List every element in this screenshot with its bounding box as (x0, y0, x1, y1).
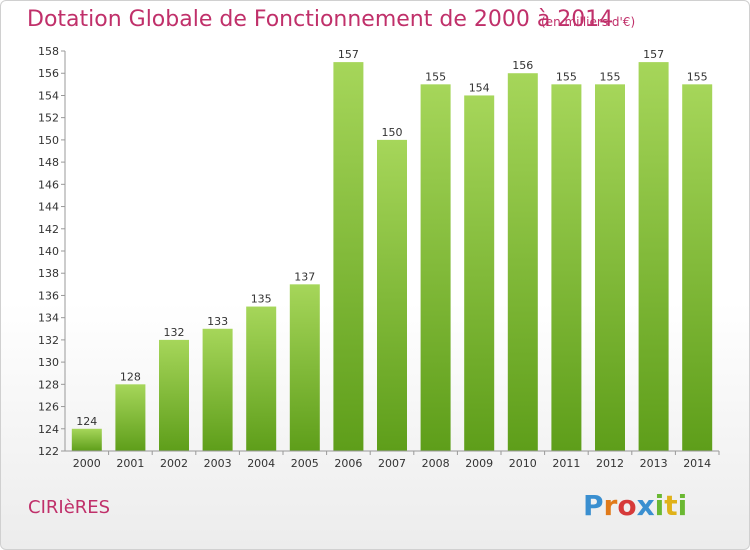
y-tick-label: 130 (38, 356, 59, 369)
data-label-2005: 137 (294, 270, 315, 283)
data-label-2012: 155 (600, 70, 621, 83)
data-label-2004: 135 (251, 293, 272, 306)
y-tick-label: 122 (38, 445, 59, 458)
y-tick-label: 124 (38, 423, 59, 436)
data-label-2000: 124 (76, 415, 97, 428)
x-tick-label-2003: 2003 (204, 457, 232, 470)
y-tick-label: 148 (38, 156, 59, 169)
y-tick-label: 132 (38, 334, 59, 347)
x-tick-label-2000: 2000 (73, 457, 101, 470)
y-tick-label: 156 (38, 67, 59, 80)
data-label-2008: 155 (425, 70, 446, 83)
bar-2014 (682, 84, 713, 451)
bar-2012 (595, 84, 625, 451)
logo-letter: P (583, 489, 604, 522)
logo-letter: x (636, 489, 655, 522)
y-tick-label: 144 (38, 201, 59, 214)
bar-2013 (638, 62, 669, 451)
logo-letter: o (617, 489, 637, 522)
x-tick-label-2007: 2007 (378, 457, 406, 470)
y-tick-label: 150 (38, 134, 59, 147)
bar-2002 (159, 339, 189, 451)
logo-letter: i (654, 489, 665, 522)
x-tick-label-2011: 2011 (552, 457, 580, 470)
y-tick-label: 134 (38, 312, 59, 325)
bar-2008 (420, 84, 451, 451)
chart-unit-label: (en milliers d'€) (541, 15, 636, 29)
bar-2010 (507, 73, 538, 451)
data-label-2002: 132 (164, 326, 185, 339)
x-tick-label-2013: 2013 (640, 457, 668, 470)
x-tick-label-2002: 2002 (160, 457, 188, 470)
y-tick-label: 138 (38, 267, 59, 280)
data-label-2014: 155 (687, 70, 708, 83)
bar-2004 (246, 306, 277, 451)
proxiti-logo: Proxiti (583, 489, 687, 522)
data-label-2003: 133 (207, 315, 228, 328)
bar-2006 (333, 62, 364, 451)
bar-2000 (71, 428, 102, 451)
x-tick-label-2006: 2006 (334, 457, 362, 470)
data-label-2009: 154 (469, 81, 490, 94)
y-tick-label: 152 (38, 112, 59, 125)
logo-letter: r (603, 489, 618, 522)
logo-letter: i (677, 489, 688, 522)
chart-title: Dotation Globale de Fonctionnement de 20… (27, 7, 614, 32)
x-tick-label-2004: 2004 (247, 457, 275, 470)
bar-2011 (551, 84, 582, 451)
data-label-2011: 155 (556, 70, 577, 83)
data-label-2001: 128 (120, 370, 141, 383)
y-tick-label: 146 (38, 178, 59, 191)
y-tick-label: 158 (38, 45, 59, 58)
x-tick-label-2012: 2012 (596, 457, 624, 470)
bar-2003 (202, 328, 233, 451)
y-tick-label: 140 (38, 245, 59, 258)
data-label-2010: 156 (512, 59, 533, 72)
data-label-2006: 157 (338, 48, 359, 61)
bar-2009 (464, 95, 495, 451)
x-tick-label-2001: 2001 (116, 457, 144, 470)
y-tick-label: 142 (38, 223, 59, 236)
commune-name: CIRIèRES (28, 497, 111, 518)
bar-2007 (377, 139, 407, 451)
y-tick-label: 154 (38, 89, 59, 102)
bar-2001 (115, 384, 146, 451)
y-tick-label: 128 (38, 378, 59, 391)
logo-letter: t (664, 489, 678, 522)
data-label-2007: 150 (382, 126, 403, 139)
x-tick-label-2008: 2008 (422, 457, 450, 470)
x-tick-label-2005: 2005 (291, 457, 319, 470)
x-tick-label-2014: 2014 (683, 457, 711, 470)
y-tick-label: 126 (38, 401, 59, 414)
bar-2005 (289, 284, 320, 451)
x-tick-label-2009: 2009 (465, 457, 493, 470)
y-tick-label: 136 (38, 289, 59, 302)
x-tick-label-2010: 2010 (509, 457, 537, 470)
data-label-2013: 157 (643, 48, 664, 61)
